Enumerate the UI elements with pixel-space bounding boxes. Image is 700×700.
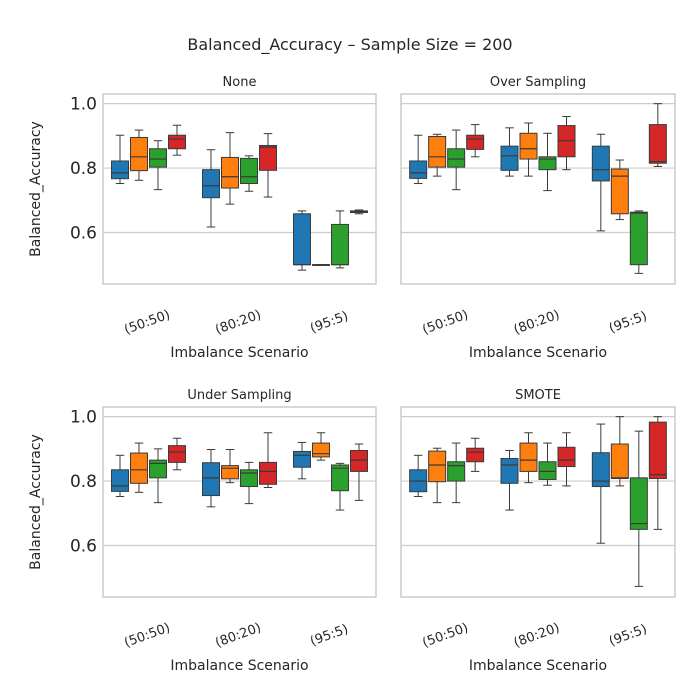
y-tick-label: 0.6 <box>70 536 97 556</box>
box <box>610 443 629 479</box>
box <box>331 223 349 266</box>
box <box>240 157 258 185</box>
x-tick-label: (50:50) <box>421 308 471 338</box>
x-tick-label: (80:20) <box>512 308 562 338</box>
box <box>447 148 466 168</box>
x-tick-label: (80:20) <box>213 621 263 651</box>
box <box>149 148 167 168</box>
box <box>629 477 648 530</box>
y-tick-label: 0.8 <box>70 472 97 492</box>
box <box>538 156 557 171</box>
y-tick-label: 0.8 <box>70 159 97 179</box>
box <box>350 449 368 472</box>
panel-title: None <box>223 75 257 90</box>
x-tick-label: (50:50) <box>122 621 172 651</box>
box <box>293 450 311 468</box>
box <box>331 464 349 492</box>
y-tick-label: 0.6 <box>70 223 97 243</box>
box <box>610 168 629 215</box>
box <box>130 136 148 172</box>
box <box>447 461 466 482</box>
box <box>538 461 557 480</box>
box <box>500 458 519 484</box>
box <box>428 136 447 168</box>
box <box>221 156 239 189</box>
box <box>409 160 428 179</box>
box <box>312 442 330 458</box>
panel-frame <box>102 93 377 285</box>
x-tick-label: (50:50) <box>421 621 471 651</box>
box <box>591 145 610 182</box>
box <box>466 134 485 150</box>
box <box>519 442 538 472</box>
box <box>168 134 186 150</box>
box <box>500 145 519 171</box>
x-axis-label: Imbalance Scenario <box>469 345 607 361</box>
box <box>591 452 610 488</box>
box <box>259 145 277 171</box>
box <box>648 124 667 164</box>
box <box>557 446 576 468</box>
x-tick-label: (80:20) <box>213 308 263 338</box>
x-tick-label: (95:5) <box>607 622 649 650</box>
box <box>130 452 148 484</box>
box <box>111 160 129 180</box>
x-tick-label: (50:50) <box>122 308 172 338</box>
panel-title: SMOTE <box>515 388 561 403</box>
x-tick-label: (95:5) <box>308 622 350 650</box>
x-tick-label: (80:20) <box>512 621 562 651</box>
chart-title: Balanced_Accuracy – Sample Size = 200 <box>187 35 512 55</box>
x-axis-label: Imbalance Scenario <box>170 345 308 361</box>
box <box>168 445 186 463</box>
box <box>259 461 277 485</box>
box <box>111 469 129 492</box>
x-tick-label: (95:5) <box>607 309 649 337</box>
box <box>428 450 447 483</box>
box <box>221 465 239 480</box>
box <box>519 132 538 160</box>
box <box>240 469 258 488</box>
y-axis-label: Balanced_Accuracy <box>28 434 44 570</box>
y-tick-label: 1.0 <box>70 408 97 428</box>
box <box>202 169 220 199</box>
box <box>202 462 220 497</box>
y-tick-label: 1.0 <box>70 95 97 115</box>
box <box>629 211 648 266</box>
box <box>648 421 667 479</box>
x-tick-label: (95:5) <box>308 309 350 337</box>
y-axis-label: Balanced_Accuracy <box>28 121 44 257</box>
x-axis-label: Imbalance Scenario <box>170 658 308 674</box>
box <box>149 459 167 479</box>
box <box>466 447 485 463</box>
panel-frame <box>400 93 676 285</box>
panel-frame <box>400 406 676 598</box>
box <box>293 213 311 266</box>
x-axis-label: Imbalance Scenario <box>469 658 607 674</box>
panel-title: Over Sampling <box>490 75 586 90</box>
panel-frame <box>102 406 377 598</box>
panel-title: Under Sampling <box>187 388 291 403</box>
